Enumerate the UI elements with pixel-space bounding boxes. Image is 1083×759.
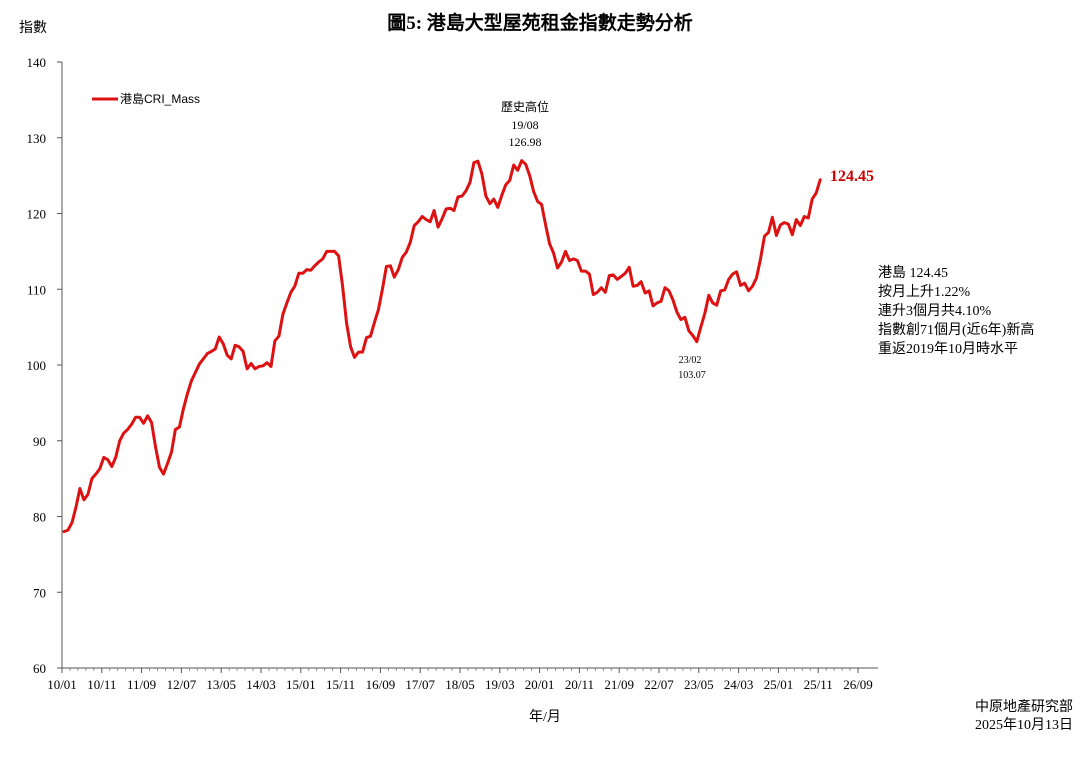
x-tick-label: 17/07: [405, 677, 435, 692]
y-tick-label: 130: [27, 131, 47, 146]
peak-label: 歷史高位: [501, 99, 549, 114]
x-tick-label: 14/03: [246, 677, 276, 692]
peak-date: 19/08: [511, 118, 538, 132]
x-tick-labels: 10/01 10/11 11/09 12/07 13/05 14/03 15/01 15/11…: [47, 677, 873, 692]
x-tick-label: 21/09: [604, 677, 634, 692]
footer: 中原地產研究部 2025年10月13日: [975, 698, 1073, 733]
x-tick-label: 26/09: [843, 677, 873, 692]
source-label: 中原地產研究部: [975, 698, 1073, 715]
legend: 港島CRI_Mass: [92, 91, 200, 106]
side-note: 港島 124.45: [878, 265, 948, 281]
x-tick-label: 24/03: [724, 677, 754, 692]
end-value-label: 124.45: [830, 168, 874, 185]
y-tick-label: 100: [27, 358, 47, 373]
side-note: 連升3個月共4.10%: [878, 303, 991, 319]
x-tick-label: 10/11: [87, 677, 116, 692]
series-line: [62, 159, 822, 534]
x-tick-label: 19/03: [485, 677, 515, 692]
x-tick-label: 15/01: [286, 677, 316, 692]
side-notes: 港島 124.45 按月上升1.22% 連升3個月共4.10% 指數創71個月(…: [878, 265, 1034, 357]
date-label: 2025年10月13日: [975, 717, 1073, 733]
legend-label: 港島CRI_Mass: [120, 91, 200, 106]
x-tick-label: 15/11: [326, 677, 355, 692]
series-layer: [62, 159, 822, 534]
y-tick-label: 140: [27, 55, 47, 70]
x-tick-label: 25/11: [804, 677, 833, 692]
trough-date: 23/02: [679, 355, 702, 366]
x-tick-label: 18/05: [445, 677, 475, 692]
y-tick-label: 90: [33, 434, 46, 449]
y-tick-labels: 60 70 80 90 100 110 120 130 140: [27, 55, 47, 676]
y-axis-label: 指數: [19, 20, 47, 36]
y-tick-label: 110: [27, 282, 46, 297]
y-tick-label: 120: [27, 207, 47, 222]
y-tick-label: 60: [33, 661, 46, 676]
y-tick-label: 70: [33, 585, 46, 600]
trough-value: 103.07: [678, 370, 706, 381]
y-tick-label: 80: [33, 510, 46, 525]
side-note: 重返2019年10月時水平: [878, 341, 1018, 357]
side-note: 按月上升1.22%: [878, 284, 970, 300]
chart-title: 圖5: 港島大型屋苑租金指數走勢分析: [387, 11, 693, 34]
x-tick-label: 12/07: [167, 677, 197, 692]
x-axis-label: 年/月: [529, 709, 561, 725]
axes: [57, 61, 878, 673]
trough-annotation: 23/02 103.07: [678, 355, 706, 381]
x-tick-label: 20/01: [525, 677, 555, 692]
x-tick-label: 10/01: [47, 677, 77, 692]
x-tick-label: 23/05: [684, 677, 714, 692]
x-tick-label: 25/01: [764, 677, 794, 692]
peak-annotation: 歷史高位 19/08 126.98: [501, 99, 549, 149]
x-tick-label: 20/11: [565, 677, 594, 692]
x-tick-label: 22/07: [644, 677, 674, 692]
side-note: 指數創71個月(近6年)新高: [878, 321, 1034, 338]
x-tick-label: 13/05: [206, 677, 236, 692]
x-tick-label: 11/09: [127, 677, 156, 692]
x-tick-label: 16/09: [366, 677, 396, 692]
peak-value: 126.98: [509, 135, 542, 149]
